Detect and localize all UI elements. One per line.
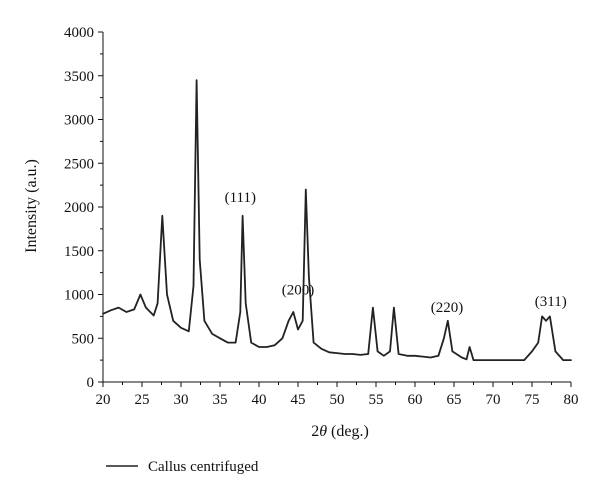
x-tick-label: 80: [564, 392, 579, 408]
legend: Callus centrifuged: [106, 459, 259, 475]
x-tick-label: 60: [408, 392, 423, 408]
y-tick-label: 2500: [64, 156, 94, 172]
y-tick-label: 2000: [64, 200, 94, 216]
x-tick-label: 65: [447, 392, 462, 408]
y-tick-label: 3500: [64, 69, 94, 85]
x-tick-label: 25: [135, 392, 150, 408]
x-axis-label-symbol: θ: [319, 423, 327, 440]
peak-annotation: (200): [282, 283, 315, 299]
x-axis-label-prefix: 2: [311, 423, 319, 440]
x-tick-label: 30: [174, 392, 189, 408]
peak-annotation: (311): [535, 294, 567, 310]
legend-label: Callus centrifuged: [148, 459, 259, 475]
peak-annotation: (111): [225, 190, 256, 206]
y-tick-label: 1500: [64, 244, 94, 260]
plot-area: 20 25 30 35 40 45 50 55 60 65 70 75 80 0 500 1000 1500 20…: [64, 25, 579, 408]
y-tick-label: 500: [72, 331, 95, 347]
x-tick-label: 40: [252, 392, 267, 408]
peak-annotation: (220): [431, 300, 464, 316]
series-line: [102, 79, 572, 362]
y-tick-label: 0: [87, 375, 95, 391]
x-axis-label: 2θ (deg.): [311, 423, 369, 440]
x-tick-label: 50: [330, 392, 345, 408]
y-axis-label: Intensity (a.u.): [23, 159, 40, 253]
x-axis-label-suffix: (deg.): [327, 423, 369, 440]
x-tick-label: 20: [96, 392, 111, 408]
x-tick-label: 35: [213, 392, 228, 408]
y-tick-label: 4000: [64, 25, 94, 41]
x-tick-label: 45: [291, 392, 306, 408]
y-tick-label: 3000: [64, 113, 94, 129]
x-tick-label: 75: [525, 392, 540, 408]
x-tick-label: 70: [486, 392, 501, 408]
x-tick-label: 55: [369, 392, 384, 408]
y-tick-label: 1000: [64, 288, 94, 304]
